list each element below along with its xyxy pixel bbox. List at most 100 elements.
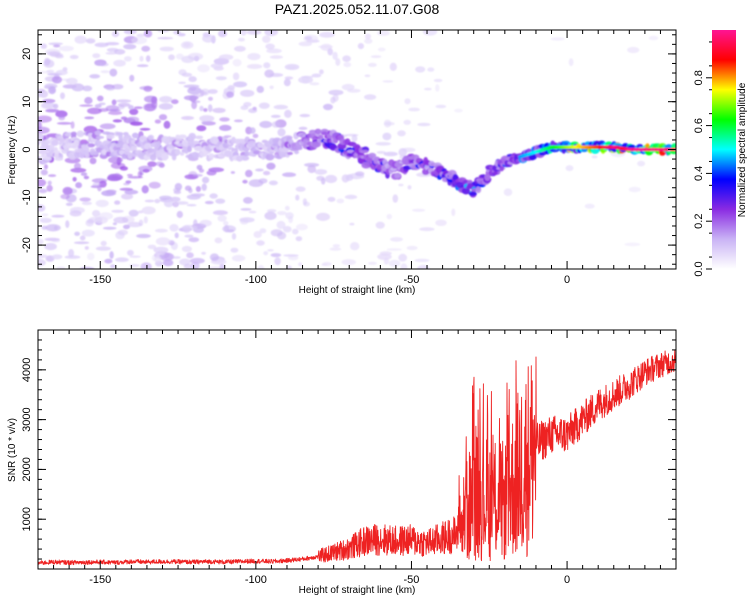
spectrogram-blobs: [38, 30, 676, 269]
spectrogram-noise-cell: [295, 236, 303, 242]
spectrogram-noise-cell: [155, 228, 168, 233]
spectrogram-noise-cell: [183, 95, 199, 101]
spectrogram-noise-cell: [201, 183, 207, 191]
spectrogram-noise-cell: [64, 255, 81, 259]
x-tick-label: -100: [245, 574, 267, 586]
spectrogram-ridge-cell: [314, 128, 322, 135]
spectrogram-noise-cell: [287, 265, 292, 269]
spectrogram-noise-cell: [83, 175, 90, 180]
spectrogram-noise-cell: [126, 249, 134, 256]
spectrogram-noise-cell: [414, 258, 430, 263]
spectrogram-noise-cell: [327, 196, 336, 202]
spectrogram-noise-cell: [269, 85, 274, 90]
spectrogram-noise-cell: [264, 211, 277, 220]
spectrogram-noise-cell: [382, 132, 392, 141]
spectrogram-noise-cell: [298, 262, 303, 267]
spectrogram-noise-cell: [133, 106, 143, 109]
spectrogram-noise-cell: [42, 135, 50, 140]
spectrogram-noise-cell: [80, 172, 88, 177]
spectrogram-noise-cell: [94, 104, 102, 108]
spectrogram-noise-cell: [259, 228, 267, 234]
spectrogram-noise-cell: [44, 243, 57, 251]
spectrogram-noise-cell: [329, 247, 342, 251]
spectrogram-noise-cell: [175, 201, 189, 205]
spectrogram-noise-cell: [451, 208, 456, 217]
spectrogram-noise-cell: [105, 189, 117, 194]
spectrogram-noise-cell: [92, 182, 101, 187]
spectrogram-noise-cell: [215, 76, 227, 81]
spectrogram-noise-cell: [296, 223, 308, 231]
spectrogram-noise-cell: [386, 213, 393, 220]
spectrogram-noise-cell: [364, 74, 371, 78]
spectrogram-noise-cell: [202, 34, 215, 43]
spectrogram-noise-cell: [55, 69, 68, 76]
spectrogram-ridge-cell: [74, 151, 81, 159]
spectrogram-ridge-cell: [311, 141, 322, 148]
spectrogram-noise-cell: [264, 69, 275, 78]
spectrogram-noise-cell: [127, 221, 142, 228]
spectrogram-noise-cell: [219, 117, 230, 122]
spectrogram-noise-cell: [126, 173, 133, 177]
spectrogram-noise-cell: [188, 76, 197, 83]
spectrogram-noise-cell: [204, 200, 214, 205]
spectrogram-noise-cell: [370, 55, 382, 58]
spectrogram-noise-cell: [246, 64, 263, 69]
spectrogram-ridge-cell: [89, 150, 99, 156]
spectrogram-noise-cell: [568, 58, 574, 67]
spectrogram-noise-cell: [266, 162, 276, 170]
spectrogram-noise-cell: [115, 231, 125, 240]
spectrogram-noise-cell: [257, 265, 265, 269]
spectrogram-ridge-cell: [87, 143, 96, 148]
spectrogram-ridge-cell: [192, 140, 200, 145]
spectrogram-noise-cell: [85, 38, 96, 44]
snr-line: [38, 349, 676, 566]
spectrogram-ridge-cell: [106, 134, 115, 139]
spectrogram-noise-cell: [184, 234, 194, 238]
spectrogram-noise-cell: [98, 108, 109, 112]
spectrogram-noise-cell: [347, 88, 361, 93]
spectrogram-noise-cell: [404, 98, 411, 105]
spectrogram-noise-cell: [47, 180, 52, 186]
spectrogram-ridge-cell: [318, 134, 324, 140]
spectrogram-noise-cell: [637, 160, 646, 167]
spectrogram-ridge-cell: [118, 132, 123, 141]
spectrogram-noise-cell: [230, 247, 239, 253]
spectrogram-noise-cell: [419, 227, 435, 232]
colorbar: 0.0 0.2 0.4 0.6 0.8 Normalized spectral ampl…: [693, 30, 748, 277]
spectrogram-noise-cell: [383, 151, 398, 157]
spectrogram-noise-cell: [123, 30, 137, 35]
spectrogram-noise-cell: [183, 84, 200, 89]
spectrogram-noise-cell: [314, 169, 328, 175]
spectrogram-noise-cell: [190, 262, 200, 269]
spectrogram-noise-cell: [64, 157, 81, 164]
spectrogram-noise-cell: [304, 162, 320, 167]
spectrogram-noise-cell: [154, 119, 162, 124]
spectrogram-noise-cell: [246, 30, 262, 35]
spectrogram-noise-cell: [627, 46, 640, 54]
spectrogram-noise-cell: [141, 185, 149, 194]
spectrogram-noise-cell: [203, 108, 208, 112]
spectrogram-noise-cell: [435, 219, 447, 226]
spectrogram-ridge-cell: [234, 138, 241, 143]
spectrogram-noise-cell: [116, 99, 132, 103]
spectrogram-noise-cell: [503, 188, 513, 196]
x-tick-label: -150: [89, 574, 111, 586]
spectrogram-ridge-cell: [76, 130, 85, 138]
spectrogram-noise-cell: [178, 69, 187, 76]
spectrogram-noise-cell: [240, 89, 255, 97]
spectrogram-noise-cell: [89, 74, 101, 79]
spectrogram-noise-cell: [357, 43, 364, 50]
spectrogram-noise-cell: [141, 45, 151, 52]
spectrogram-noise-cell: [40, 169, 48, 176]
spectrogram-noise-cell: [51, 214, 65, 218]
spectrogram-noise-cell: [276, 220, 286, 230]
spectrogram-ridge-cell: [308, 129, 317, 135]
spectrogram-noise-cell: [120, 116, 128, 120]
spectrogram-ridge-cell: [294, 150, 299, 155]
spectrogram-noise-cell: [184, 185, 192, 191]
spectrogram-noise-cell: [328, 89, 344, 96]
spectrogram-noise-cell: [158, 103, 174, 110]
spectrogram-noise-cell: [129, 74, 135, 82]
spectrogram-noise-cell: [292, 228, 299, 235]
spectrogram-ridge-cell: [359, 149, 369, 154]
